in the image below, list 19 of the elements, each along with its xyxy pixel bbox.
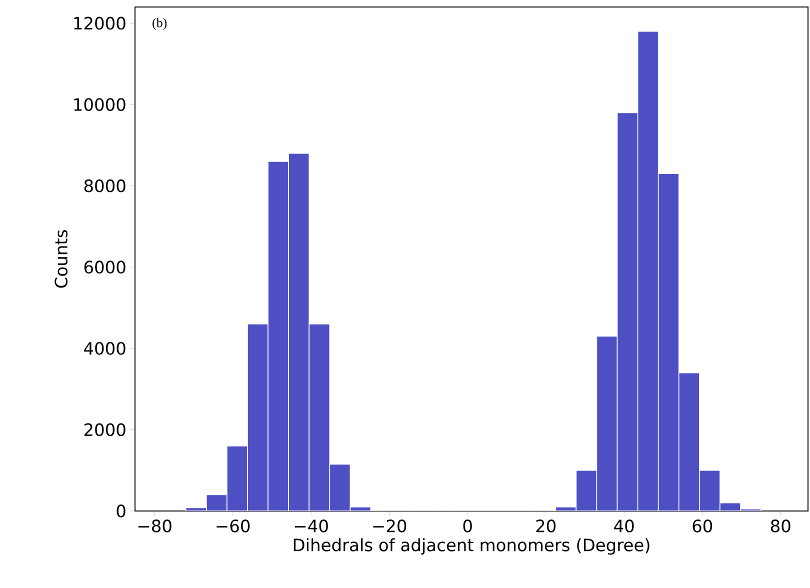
x-tick-label: 0 <box>463 520 472 532</box>
y-axis-title: Counts <box>54 230 68 288</box>
y-tick-label: 2000 <box>84 423 126 436</box>
annotation: (b) <box>152 18 167 30</box>
y-tick-label: 12000 <box>74 16 126 30</box>
y-tick-label: 8000 <box>84 179 126 192</box>
x-tick-label: 20 <box>536 520 556 532</box>
x-tick-label: −60 <box>216 520 250 532</box>
y-tick-label: 4000 <box>84 342 126 355</box>
x-tick-label: 80 <box>770 520 790 532</box>
x-tick-label: −20 <box>373 520 406 532</box>
y-tick-label: 0 <box>116 504 126 518</box>
x-tick-label: 60 <box>692 520 712 532</box>
x-tick-label: 40 <box>614 520 634 532</box>
x-axis-title: Dihedrals of adjacent monomers (Degree) <box>294 538 650 555</box>
y-tick-label: 6000 <box>84 260 126 274</box>
x-tick-label: −40 <box>294 520 328 532</box>
y-tick-label: 10000 <box>74 98 126 111</box>
x-tick-label: −80 <box>138 520 172 532</box>
